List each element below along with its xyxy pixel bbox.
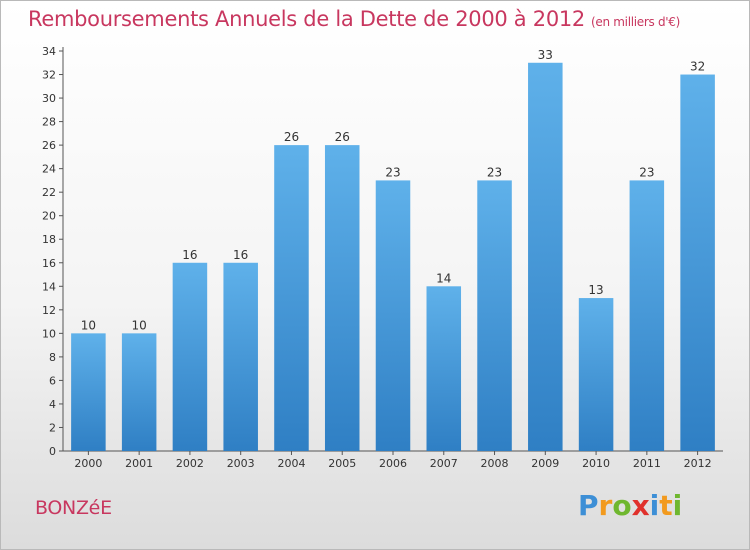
y-tick-label: 18	[42, 233, 56, 246]
bar-2002	[172, 262, 208, 451]
data-label-2006: 23	[385, 165, 400, 179]
x-tick-label: 2006	[379, 457, 407, 470]
y-tick-label: 34	[42, 45, 56, 58]
y-tick-label: 4	[49, 398, 56, 411]
x-tick-label: 2011	[633, 457, 661, 470]
data-label-2001: 10	[132, 318, 147, 332]
y-tick-label: 24	[42, 163, 56, 176]
bar-2003	[223, 262, 258, 451]
y-tick-label: 14	[42, 280, 56, 293]
data-label-2011: 23	[639, 165, 654, 179]
x-tick-label: 2007	[430, 457, 458, 470]
x-tick-label: 2004	[277, 457, 305, 470]
y-tick-label: 8	[49, 351, 56, 364]
y-tick-label: 6	[49, 374, 56, 387]
data-label-2008: 23	[487, 165, 502, 179]
data-label-2012: 32	[690, 60, 705, 74]
x-tick-label: 2009	[531, 457, 559, 470]
bar-2008	[477, 180, 512, 452]
bar-2007	[426, 286, 462, 451]
logo-letter: i	[672, 489, 683, 522]
chart-subtitle: (en milliers d'€)	[591, 15, 681, 29]
bar-2009	[528, 62, 563, 451]
y-tick-label: 30	[42, 92, 56, 105]
bar-2011	[629, 180, 665, 452]
chart-data-labels: 10 10 16 16 26 26 23 14 23 33 13 23 32	[81, 48, 706, 333]
logo-letter: i	[649, 489, 660, 522]
y-tick-label: 22	[42, 186, 56, 199]
chart-bars	[71, 62, 715, 452]
x-tick-label: 2001	[125, 457, 153, 470]
bar-2012	[680, 74, 715, 451]
data-label-2003: 16	[233, 248, 248, 262]
x-tick-label: 2005	[328, 457, 356, 470]
data-label-2004: 26	[284, 130, 299, 144]
bar-2001	[121, 333, 157, 451]
data-label-2005: 26	[335, 130, 350, 144]
x-tick-label: 2003	[227, 457, 255, 470]
x-tick-label: 2010	[582, 457, 610, 470]
bar-2006	[375, 180, 411, 452]
x-tick-label: 2000	[74, 457, 102, 470]
y-tick-label: 12	[42, 304, 56, 317]
proxiti-logo: Proxiti	[578, 489, 682, 522]
x-tick-label: 2012	[684, 457, 712, 470]
commune-name: BONZéE	[35, 497, 112, 519]
y-tick-label: 10	[42, 327, 56, 340]
logo-letter: t	[659, 489, 673, 522]
y-tick-label: 16	[42, 257, 56, 270]
y-tick-label: 26	[42, 139, 56, 152]
bar-2004	[274, 145, 309, 451]
logo-letter: x	[631, 489, 650, 522]
y-tick-label: 2	[49, 421, 56, 434]
data-label-2010: 13	[588, 283, 603, 297]
x-tick-label: 2008	[481, 457, 509, 470]
logo-letter: o	[612, 489, 632, 522]
y-tick-label: 0	[49, 445, 56, 458]
data-label-2000: 10	[81, 318, 96, 332]
bar-2010	[578, 298, 614, 451]
chart-title-text: Remboursements Annuels de la Dette de 20…	[28, 7, 585, 31]
data-label-2009: 33	[538, 48, 553, 62]
chart-title: Remboursements Annuels de la Dette de 20…	[28, 7, 680, 31]
bar-2000	[71, 333, 106, 451]
y-tick-label: 20	[42, 210, 56, 223]
y-tick-label: 32	[42, 69, 56, 82]
x-tick-label: 2002	[176, 457, 204, 470]
bar-2005	[324, 145, 360, 451]
logo-letter: r	[598, 489, 613, 522]
data-label-2007: 14	[436, 271, 451, 285]
data-label-2002: 16	[182, 248, 197, 262]
logo-letter: P	[578, 489, 599, 522]
y-tick-label: 28	[42, 116, 56, 129]
